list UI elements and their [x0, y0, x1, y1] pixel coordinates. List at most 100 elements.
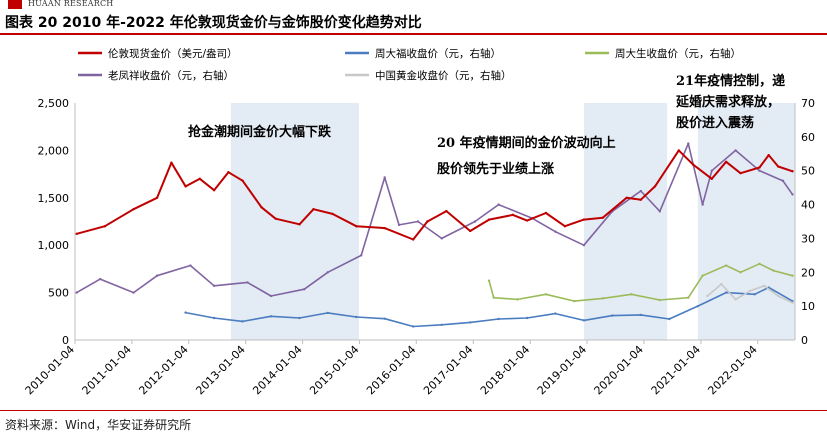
series-point [487, 218, 491, 221]
series-point [497, 203, 500, 206]
series-point [668, 317, 671, 321]
series-point [791, 301, 794, 304]
x-tick-label: 2012-01-04 [136, 343, 190, 397]
series-point [734, 149, 737, 152]
shaded-periods [230, 103, 795, 340]
series-point [563, 225, 567, 228]
series-point [791, 193, 794, 196]
x-tick-label: 2017-01-04 [421, 343, 475, 397]
series-point [706, 294, 709, 298]
series-point [440, 323, 443, 326]
series-point [544, 211, 548, 215]
shaded-period [230, 103, 359, 340]
series-point [212, 316, 216, 320]
source-rule [0, 410, 827, 411]
series-point [269, 315, 273, 318]
series-point [772, 269, 775, 272]
series-point [103, 225, 107, 228]
x-tick-label: 2020-01-04 [592, 343, 646, 397]
series-point [791, 170, 794, 173]
series-point [355, 315, 358, 319]
series-point [497, 317, 500, 321]
x-tick-label: 2018-01-04 [478, 343, 532, 397]
series-point [753, 293, 756, 296]
series-point [734, 298, 737, 301]
x-tick-label: 2013-01-04 [193, 343, 247, 397]
y-left-tick-label: 500 [48, 287, 69, 300]
y-right-tick-label: 10 [801, 300, 815, 313]
series-point [241, 320, 244, 323]
shaded-period [697, 103, 795, 340]
series-point [724, 264, 728, 267]
series-point [298, 316, 301, 320]
series-point [611, 314, 614, 317]
series-point [767, 153, 770, 157]
series-point [758, 262, 761, 266]
series-lines [75, 142, 794, 328]
annotation-text: 股价领先于业绩上涨 [437, 161, 554, 177]
series-point [781, 179, 785, 183]
series-point [687, 142, 690, 145]
x-tick-label: 2010-01-04 [23, 343, 77, 397]
series-point [625, 196, 628, 199]
y-right-tick-label: 0 [801, 334, 808, 347]
series-point [212, 284, 216, 288]
series-point [260, 206, 263, 209]
annotation-text: 20 年疫情期间的金价波动向上 [437, 135, 616, 151]
y-right-tick-label: 20 [801, 266, 815, 279]
series-point [791, 274, 794, 277]
series-point [487, 279, 491, 282]
series-point [658, 298, 661, 302]
series-point [397, 223, 401, 227]
series-point [326, 311, 330, 315]
series-point [582, 319, 586, 322]
annotation-text: 延婚庆需求释放， [675, 94, 780, 110]
x-tick-label: 2022-01-04 [705, 343, 759, 397]
series-point [241, 179, 244, 182]
series-point [445, 209, 448, 213]
series-point [426, 220, 429, 223]
series-point [701, 274, 704, 277]
series-point [227, 171, 230, 174]
series-point [359, 254, 363, 257]
y-left-tick-label: 2,000 [38, 144, 70, 157]
series-point [99, 277, 102, 281]
series-point [355, 225, 358, 228]
series-point [440, 237, 443, 240]
series-point [274, 217, 277, 220]
series-point [155, 274, 159, 277]
series-point [776, 165, 780, 168]
series-point [184, 185, 187, 188]
y-left-tick-label: 2,500 [38, 97, 70, 110]
series-point [75, 291, 78, 294]
series-point [184, 311, 187, 314]
legend-label: 周大生收盘价（元，右轴） [615, 47, 741, 60]
x-tick-label: 2015-01-04 [307, 343, 361, 397]
series-point [312, 207, 315, 211]
series-point [383, 226, 386, 230]
title-rule [0, 33, 827, 35]
series-point [630, 293, 633, 296]
series-point [658, 210, 661, 213]
annotation-text: 抢金潮期间金价大幅下跌 [188, 124, 332, 140]
figure-title: 图表 20 2010 年-2022 年伦敦现货金价与金饰股价变化趋势对比 [5, 15, 422, 31]
series-point [573, 299, 576, 303]
legend-label: 老凤祥收盘价（元，右轴） [108, 69, 234, 82]
series-point [411, 238, 415, 241]
y-left-tick-label: 1,500 [38, 192, 70, 205]
series-point [269, 294, 273, 298]
series-point [411, 325, 415, 328]
series-point [696, 304, 699, 308]
series-point [724, 160, 728, 163]
series-point [212, 189, 216, 192]
axes: 0 500 1,000 1,500 2,000 2,500 0 10 20 30 40 50 60 70 2… [23, 97, 815, 397]
series-point [492, 296, 495, 299]
series-point [198, 177, 201, 181]
series-point [554, 230, 557, 233]
series-point [601, 216, 604, 219]
series-point [776, 294, 780, 298]
series-point [469, 229, 472, 233]
annotation-text: 21年疫情控制，递 [676, 73, 785, 89]
series-point [677, 149, 680, 152]
